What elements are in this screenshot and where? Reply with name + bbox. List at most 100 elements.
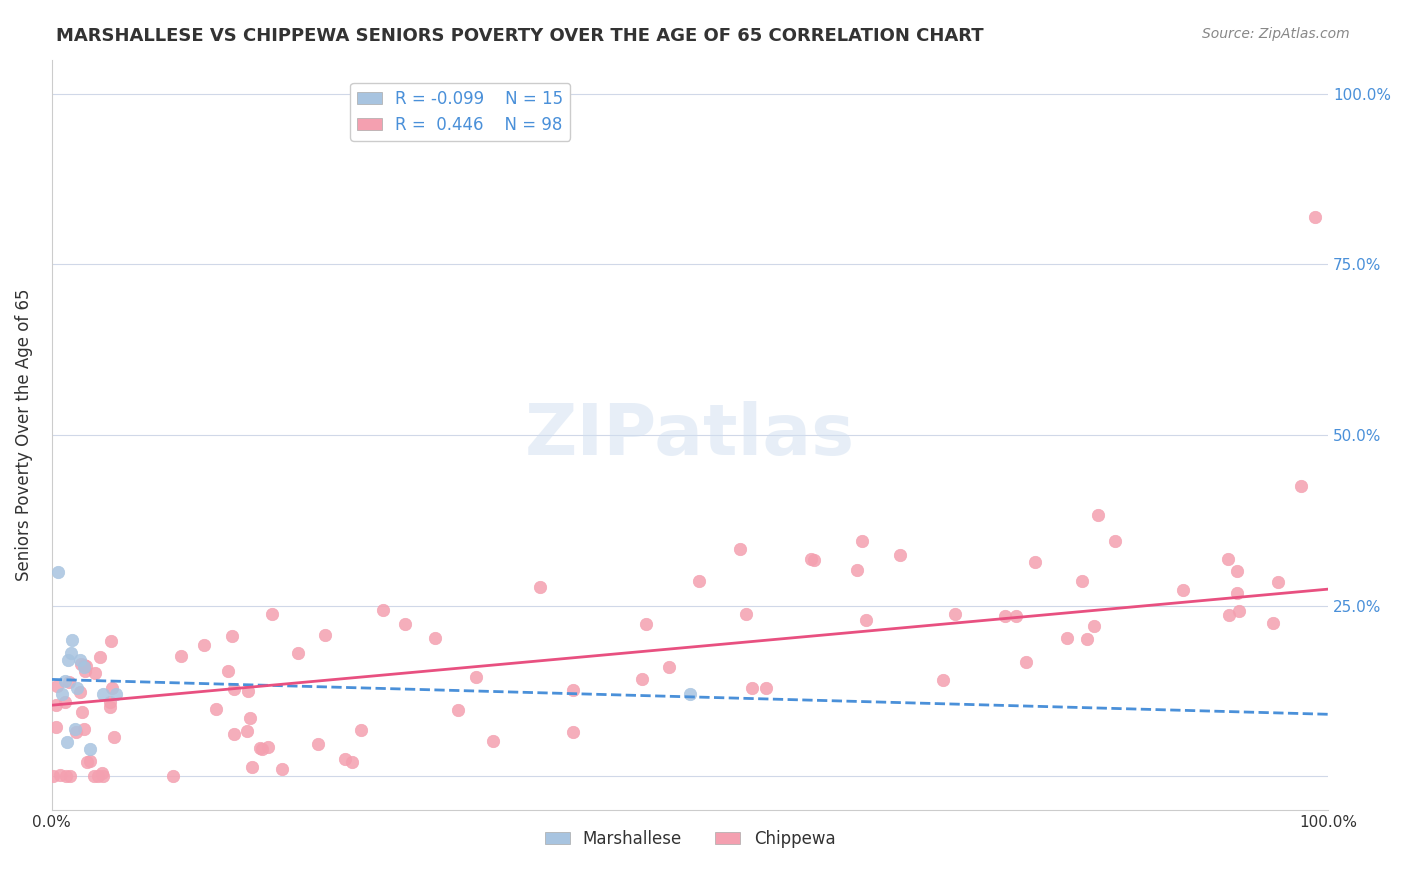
Point bbox=[73, 723, 96, 737]
Point bbox=[931, 673, 953, 687]
Point bbox=[1015, 655, 1038, 669]
Point bbox=[425, 632, 447, 646]
Point bbox=[98, 695, 121, 709]
Point bbox=[49, 768, 72, 782]
Point bbox=[1083, 619, 1105, 633]
Point bbox=[90, 765, 112, 780]
Point bbox=[240, 759, 263, 773]
Point bbox=[1227, 604, 1250, 618]
Point bbox=[994, 608, 1017, 623]
Point bbox=[69, 657, 91, 671]
Point bbox=[1004, 608, 1026, 623]
Point bbox=[70, 706, 93, 720]
Point bbox=[83, 769, 105, 783]
Point bbox=[204, 702, 226, 716]
Point bbox=[79, 754, 101, 768]
Point bbox=[394, 617, 416, 632]
Point bbox=[1226, 586, 1249, 600]
Point bbox=[84, 666, 107, 681]
Point bbox=[287, 646, 309, 660]
Point bbox=[236, 684, 259, 698]
Point bbox=[1056, 632, 1078, 646]
Point bbox=[87, 769, 110, 783]
Point bbox=[91, 688, 114, 702]
Point bbox=[1218, 607, 1240, 622]
Point bbox=[800, 552, 823, 566]
Point bbox=[42, 769, 65, 783]
Point bbox=[1171, 583, 1194, 598]
Text: MARSHALLESE VS CHIPPEWA SENIORS POVERTY OVER THE AGE OF 65 CORRELATION CHART: MARSHALLESE VS CHIPPEWA SENIORS POVERTY … bbox=[56, 27, 984, 45]
Text: Source: ZipAtlas.com: Source: ZipAtlas.com bbox=[1202, 27, 1350, 41]
Point bbox=[221, 629, 243, 643]
Point bbox=[340, 755, 363, 769]
Point bbox=[1070, 574, 1092, 588]
Point bbox=[249, 741, 271, 756]
Point bbox=[333, 751, 356, 765]
Point bbox=[69, 653, 91, 667]
Point bbox=[239, 711, 262, 725]
Point bbox=[755, 681, 778, 696]
Point bbox=[69, 685, 91, 699]
Point bbox=[63, 722, 86, 736]
Point bbox=[66, 681, 89, 695]
Point bbox=[943, 607, 966, 622]
Point bbox=[482, 733, 505, 747]
Point bbox=[464, 670, 486, 684]
Point bbox=[371, 603, 394, 617]
Point bbox=[1305, 210, 1327, 224]
Point bbox=[447, 703, 470, 717]
Point bbox=[104, 688, 127, 702]
Point bbox=[46, 565, 69, 579]
Point bbox=[162, 769, 184, 783]
Point bbox=[60, 632, 83, 647]
Point bbox=[224, 727, 246, 741]
Point bbox=[103, 730, 125, 744]
Point bbox=[851, 534, 873, 549]
Point bbox=[262, 607, 284, 622]
Point bbox=[1261, 615, 1284, 630]
Point bbox=[350, 723, 373, 737]
Text: ZIPatlas: ZIPatlas bbox=[524, 401, 855, 469]
Point bbox=[271, 762, 294, 776]
Point bbox=[51, 688, 73, 702]
Point bbox=[76, 756, 98, 770]
Point bbox=[855, 613, 877, 627]
Point bbox=[65, 724, 87, 739]
Point bbox=[58, 675, 80, 690]
Point bbox=[679, 688, 702, 702]
Point bbox=[56, 735, 79, 749]
Point bbox=[98, 700, 121, 714]
Legend: Marshallese, Chippewa: Marshallese, Chippewa bbox=[538, 823, 842, 855]
Point bbox=[193, 638, 215, 652]
Point bbox=[1289, 479, 1312, 493]
Point bbox=[222, 682, 245, 697]
Point bbox=[1087, 508, 1109, 522]
Point bbox=[634, 617, 657, 632]
Point bbox=[45, 679, 67, 693]
Point bbox=[53, 695, 76, 709]
Point bbox=[688, 574, 710, 588]
Point bbox=[845, 563, 868, 577]
Point bbox=[75, 659, 97, 673]
Point bbox=[45, 698, 67, 712]
Point bbox=[58, 653, 80, 667]
Point bbox=[89, 649, 111, 664]
Point bbox=[170, 648, 193, 663]
Point bbox=[1216, 551, 1239, 566]
Point bbox=[79, 742, 101, 756]
Point bbox=[307, 737, 329, 751]
Point bbox=[630, 673, 652, 687]
Point bbox=[59, 769, 82, 783]
Point bbox=[561, 682, 583, 697]
Point bbox=[257, 740, 280, 755]
Point bbox=[73, 660, 96, 674]
Point bbox=[1226, 564, 1249, 578]
Point bbox=[55, 769, 77, 783]
Point bbox=[72, 657, 94, 672]
Point bbox=[1104, 533, 1126, 548]
Point bbox=[1076, 632, 1098, 646]
Point bbox=[59, 647, 82, 661]
Point bbox=[314, 628, 336, 642]
Point bbox=[45, 720, 67, 734]
Y-axis label: Seniors Poverty Over the Age of 65: Seniors Poverty Over the Age of 65 bbox=[15, 289, 32, 582]
